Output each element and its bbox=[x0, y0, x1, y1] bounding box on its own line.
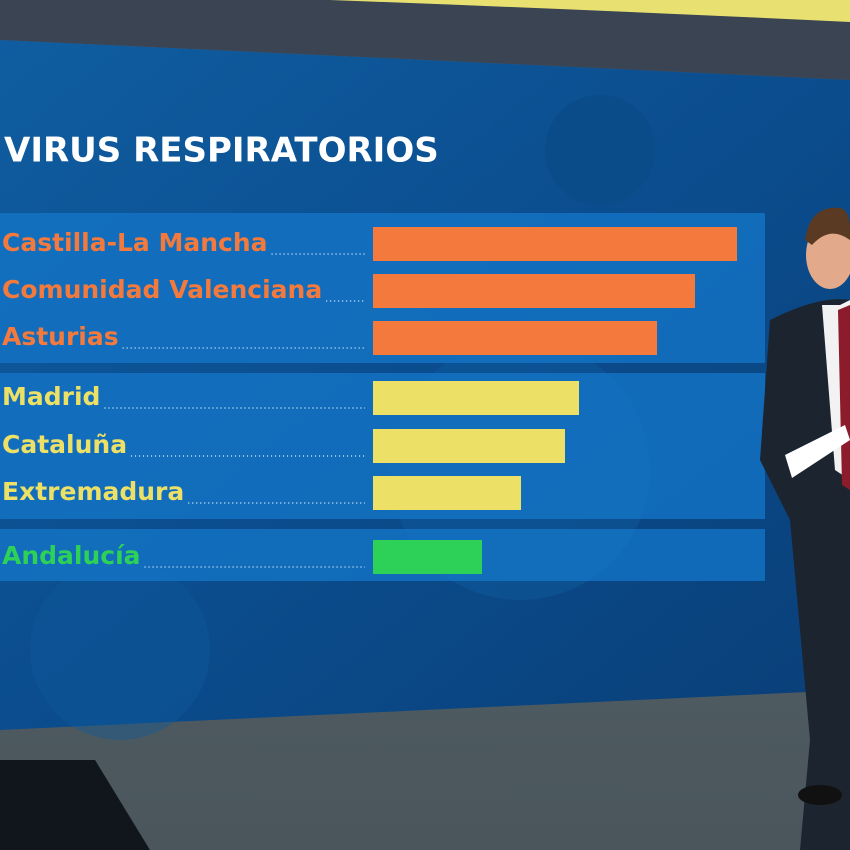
ceiling-light bbox=[330, 0, 850, 22]
category-label: Cataluña bbox=[2, 430, 127, 459]
ceiling bbox=[0, 0, 850, 80]
category-label: Comunidad Valenciana bbox=[2, 275, 322, 304]
bar bbox=[373, 227, 737, 261]
virus-decor bbox=[30, 560, 210, 740]
category-label: Andalucía bbox=[2, 541, 141, 570]
bar bbox=[373, 321, 657, 355]
bar bbox=[373, 476, 521, 510]
category-label: Madrid bbox=[2, 382, 100, 411]
presenter bbox=[760, 207, 850, 850]
bar bbox=[373, 540, 482, 574]
chart: VIRUS RESPIRATORIOS Castilla-La Mancha Co… bbox=[2, 131, 737, 574]
bar bbox=[373, 429, 565, 463]
stage-step bbox=[0, 760, 150, 850]
category-label: Extremadura bbox=[2, 477, 184, 506]
virus-decor bbox=[545, 95, 655, 205]
category-label: Castilla-La Mancha bbox=[2, 228, 268, 257]
bar bbox=[373, 274, 695, 308]
bar bbox=[373, 381, 579, 415]
chart-title: VIRUS RESPIRATORIOS bbox=[4, 131, 439, 171]
category-label: Asturias bbox=[2, 322, 119, 351]
